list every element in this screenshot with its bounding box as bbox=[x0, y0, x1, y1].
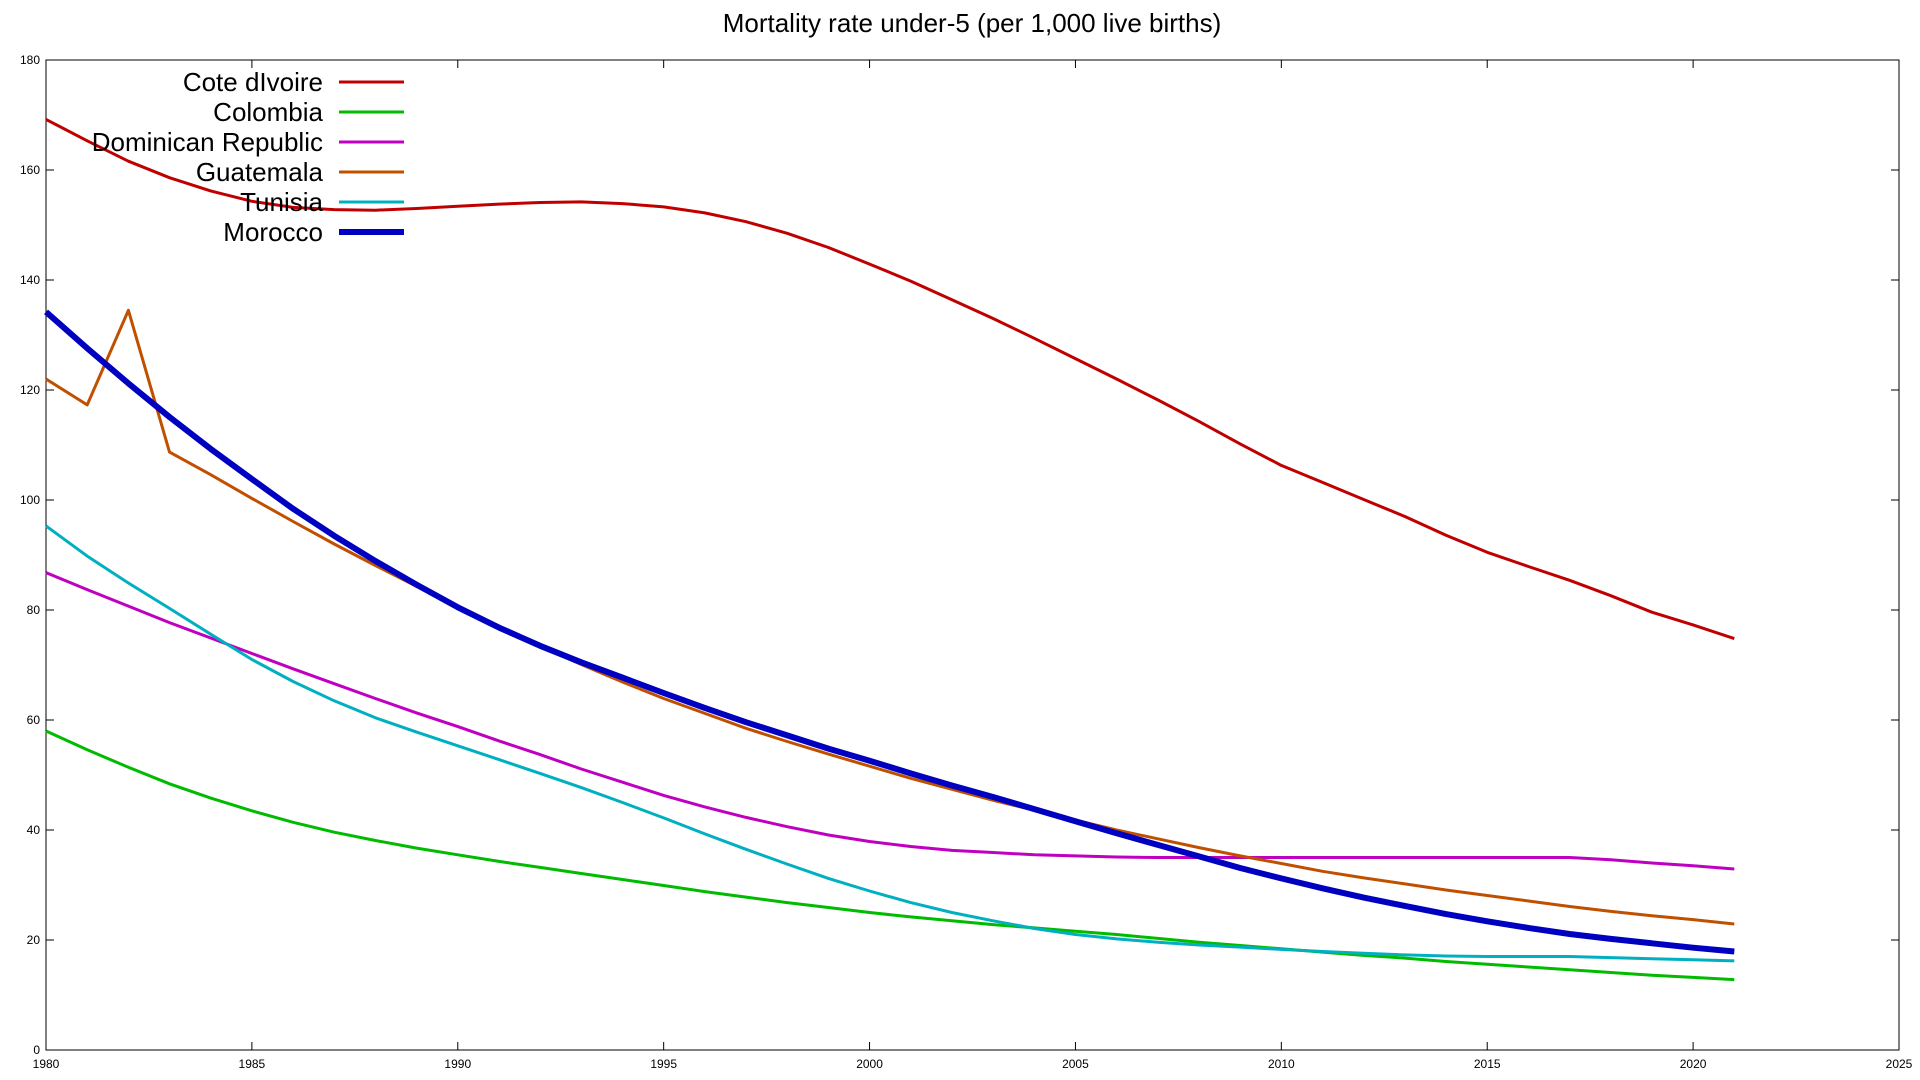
series-line-cote-divoire bbox=[45, 118, 1735, 641]
y-tick-label: 100 bbox=[20, 493, 40, 507]
y-tick-label: 80 bbox=[27, 603, 41, 617]
y-tick-label: 140 bbox=[20, 273, 40, 287]
series-line-dominican-republic bbox=[45, 571, 1735, 871]
y-tick-label: 160 bbox=[20, 163, 40, 177]
series-line-tunisia bbox=[45, 524, 1735, 963]
x-tick-label: 1995 bbox=[650, 1057, 677, 1071]
x-tick-label: 1990 bbox=[444, 1057, 471, 1071]
plot-frame bbox=[45, 59, 1900, 1051]
x-tick-label: 2000 bbox=[856, 1057, 883, 1071]
axis-ticks: 1980 1985 1990 1995 2000 2005 2010 2015 2020 2025… bbox=[20, 53, 1913, 1071]
series-line-guatemala bbox=[45, 308, 1735, 926]
y-tick-label: 180 bbox=[20, 53, 40, 67]
x-tick-label: 2010 bbox=[1268, 1057, 1295, 1071]
legend-label-colombia: Colombia bbox=[213, 97, 323, 127]
y-tick-label: 0 bbox=[33, 1043, 40, 1057]
chart-title: Mortality rate under-5 (per 1,000 live b… bbox=[723, 8, 1222, 38]
y-tick-label: 60 bbox=[27, 713, 41, 727]
x-tick-label: 2020 bbox=[1680, 1057, 1707, 1071]
series-line-colombia bbox=[45, 729, 1735, 982]
legend-label-dominican-republic: Dominican Republic bbox=[92, 127, 323, 157]
x-tick-label: 2015 bbox=[1474, 1057, 1501, 1071]
y-tick-label: 120 bbox=[20, 383, 40, 397]
y-tick-label: 40 bbox=[27, 823, 41, 837]
y-tick-label: 20 bbox=[27, 933, 41, 947]
x-tick-label: 2005 bbox=[1062, 1057, 1089, 1071]
x-tick-label: 1985 bbox=[239, 1057, 266, 1071]
legend-label-morocco: Morocco bbox=[223, 217, 323, 247]
legend-label-cote-divoire: Cote dIvoire bbox=[183, 67, 323, 97]
legend-label-guatemala: Guatemala bbox=[196, 157, 324, 187]
legend-label-tunisia: Tunisia bbox=[240, 187, 323, 217]
x-tick-label: 1980 bbox=[33, 1057, 60, 1071]
x-tick-label: 2025 bbox=[1886, 1057, 1913, 1071]
series-line-morocco bbox=[44, 309, 1735, 955]
series-lines bbox=[44, 118, 1735, 982]
